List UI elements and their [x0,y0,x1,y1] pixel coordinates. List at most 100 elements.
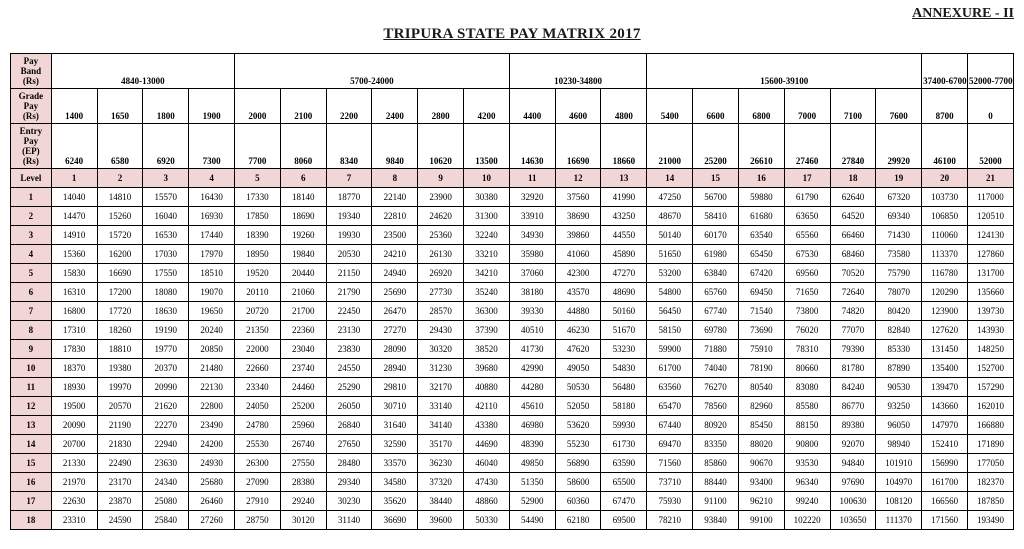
pay-cell: 16800 [51,302,97,321]
pay-cell: 27260 [189,511,235,530]
pay-cell: 39600 [418,511,464,530]
pay-cell: 139470 [922,378,968,397]
pay-cell: 59880 [738,188,784,207]
pay-cell: 30380 [464,188,510,207]
pay-cell: 37060 [509,264,555,283]
pay-cell: 90800 [784,435,830,454]
pay-cell: 21330 [51,454,97,473]
pay-cell: 39860 [555,226,601,245]
pay-cell: 24780 [234,416,280,435]
pay-cell: 22630 [51,492,97,511]
pay-cell: 82840 [876,321,922,340]
pay-cell: 37560 [555,188,601,207]
pay-cell: 25290 [326,378,372,397]
annexure-label: ANNEXURE - II [10,6,1014,22]
pay-cell: 61790 [784,188,830,207]
pay-cell: 35170 [418,435,464,454]
pay-cell: 49050 [555,359,601,378]
pay-cell: 28570 [418,302,464,321]
level-cell: 19 [876,169,922,188]
pay-cell: 24930 [189,454,235,473]
page-title: TRIPURA STATE PAY MATRIX 2017 [10,26,1014,43]
pay-cell: 19970 [97,378,143,397]
pay-cell: 42300 [555,264,601,283]
pay-cell: 82960 [738,397,784,416]
entry-pay-cell: 13500 [464,124,510,169]
row-index-cell: 15 [11,454,52,473]
pay-cell: 14470 [51,207,97,226]
pay-cell: 37390 [464,321,510,340]
pay-cell: 93530 [784,454,830,473]
pay-cell: 113370 [922,245,968,264]
pay-cell: 16530 [143,226,189,245]
pay-cell: 69470 [647,435,693,454]
pay-cell: 80420 [876,302,922,321]
row-index-cell: 4 [11,245,52,264]
pay-cell: 52900 [509,492,555,511]
pay-cell: 17550 [143,264,189,283]
pay-cell: 58600 [555,473,601,492]
pay-cell: 21350 [234,321,280,340]
pay-cell: 67320 [876,188,922,207]
pay-cell: 43380 [464,416,510,435]
pay-cell: 44280 [509,378,555,397]
pay-cell: 20720 [234,302,280,321]
pay-cell: 29430 [418,321,464,340]
pay-cell: 23900 [418,188,464,207]
pay-cell: 38690 [555,207,601,226]
grade-pay-cell: 2400 [372,89,418,124]
pay-cell: 48690 [601,283,647,302]
pay-cell: 29340 [326,473,372,492]
pay-cell: 25530 [234,435,280,454]
entry-pay-cell: 46100 [922,124,968,169]
pay-cell: 63590 [601,454,647,473]
pay-cell: 19380 [97,359,143,378]
pay-cell: 94840 [830,454,876,473]
pay-cell: 32170 [418,378,464,397]
pay-cell: 193490 [967,511,1013,530]
pay-cell: 166560 [922,492,968,511]
pay-cell: 20090 [51,416,97,435]
table-row: 1823310245902584027260287503012031140366… [11,511,1014,530]
pay-cell: 74040 [693,359,739,378]
pay-cell: 22270 [143,416,189,435]
pay-cell: 14040 [51,188,97,207]
pay-cell: 18260 [97,321,143,340]
pay-cell: 152700 [967,359,1013,378]
pay-cell: 26470 [372,302,418,321]
pay-cell: 27550 [280,454,326,473]
pay-cell: 69500 [601,511,647,530]
level-cell: 9 [418,169,464,188]
table-row: 1420700218302294024200255302674027650325… [11,435,1014,454]
pay-cell: 27270 [372,321,418,340]
pay-cell: 62180 [555,511,601,530]
level-cell: 15 [693,169,739,188]
pay-cell: 148250 [967,340,1013,359]
pay-cell: 23130 [326,321,372,340]
pay-cell: 16040 [143,207,189,226]
table-row: 2144701526016040169301785018690193402281… [11,207,1014,226]
grade-pay-cell: 4600 [555,89,601,124]
pay-cell: 16310 [51,283,97,302]
pay-cell: 14910 [51,226,97,245]
grade-pay-cell: 2000 [234,89,280,124]
pay-cell: 39680 [464,359,510,378]
pay-cell: 26840 [326,416,372,435]
pay-cell: 47620 [555,340,601,359]
pay-cell: 15570 [143,188,189,207]
level-cell: 2 [97,169,143,188]
pay-cell: 22360 [280,321,326,340]
pay-cell: 15260 [97,207,143,226]
pay-cell: 42110 [464,397,510,416]
pay-cell: 20850 [189,340,235,359]
pay-cell: 139730 [967,302,1013,321]
pay-cell: 34580 [372,473,418,492]
pay-cell: 17330 [234,188,280,207]
entry-pay-cell: 26610 [738,124,784,169]
pay-cell: 19260 [280,226,326,245]
pay-cell: 47250 [647,188,693,207]
pay-cell: 23340 [234,378,280,397]
pay-cell: 30120 [280,511,326,530]
pay-cell: 65560 [784,226,830,245]
pay-cell: 38180 [509,283,555,302]
